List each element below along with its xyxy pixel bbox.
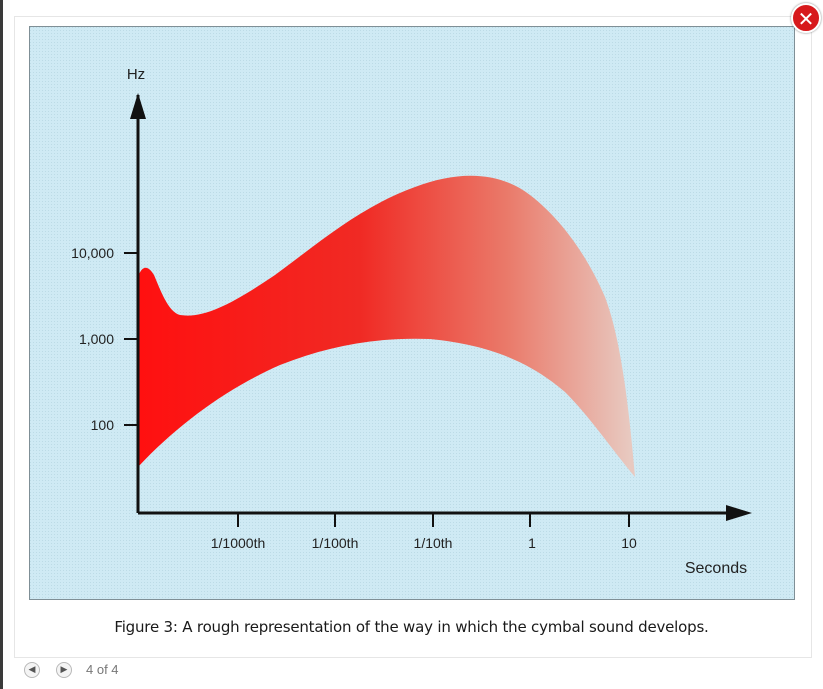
cymbal-figure: 10,000 1,000 100 1/1000th 1/100th 1/10th…: [29, 26, 795, 600]
x-tick-label-1-100th: 1/100th: [312, 535, 359, 551]
x-axis-label: Seconds: [685, 560, 747, 577]
figure-caption: Figure 3: A rough representation of the …: [114, 618, 709, 636]
x-tick-label-1-10th: 1/10th: [414, 535, 453, 551]
next-button[interactable]: ▶: [56, 662, 72, 678]
prev-button[interactable]: ◀: [24, 662, 40, 678]
y-tick-label-1000: 1,000: [79, 331, 114, 347]
y-axis-arrow: [130, 93, 146, 119]
frequency-band: [138, 175, 635, 477]
x-tick-label-1: 1: [528, 535, 536, 551]
arrow-right-icon: ▶: [60, 665, 68, 675]
y-tick-label-100: 100: [91, 417, 115, 433]
close-icon: ✕: [797, 7, 815, 31]
figure-svg: 10,000 1,000 100 1/1000th 1/100th 1/10th…: [30, 27, 794, 599]
y-axis-label: Hz: [127, 66, 145, 83]
close-button[interactable]: ✕: [791, 3, 821, 33]
x-tick-label-10: 10: [621, 535, 637, 551]
page-edge: [0, 0, 3, 689]
y-tick-label-10000: 10,000: [71, 245, 114, 261]
arrow-left-icon: ◀: [28, 665, 36, 675]
x-tick-label-1-1000th: 1/1000th: [211, 535, 266, 551]
x-axis-arrow: [726, 505, 752, 521]
image-counter: 4 of 4: [86, 662, 119, 677]
